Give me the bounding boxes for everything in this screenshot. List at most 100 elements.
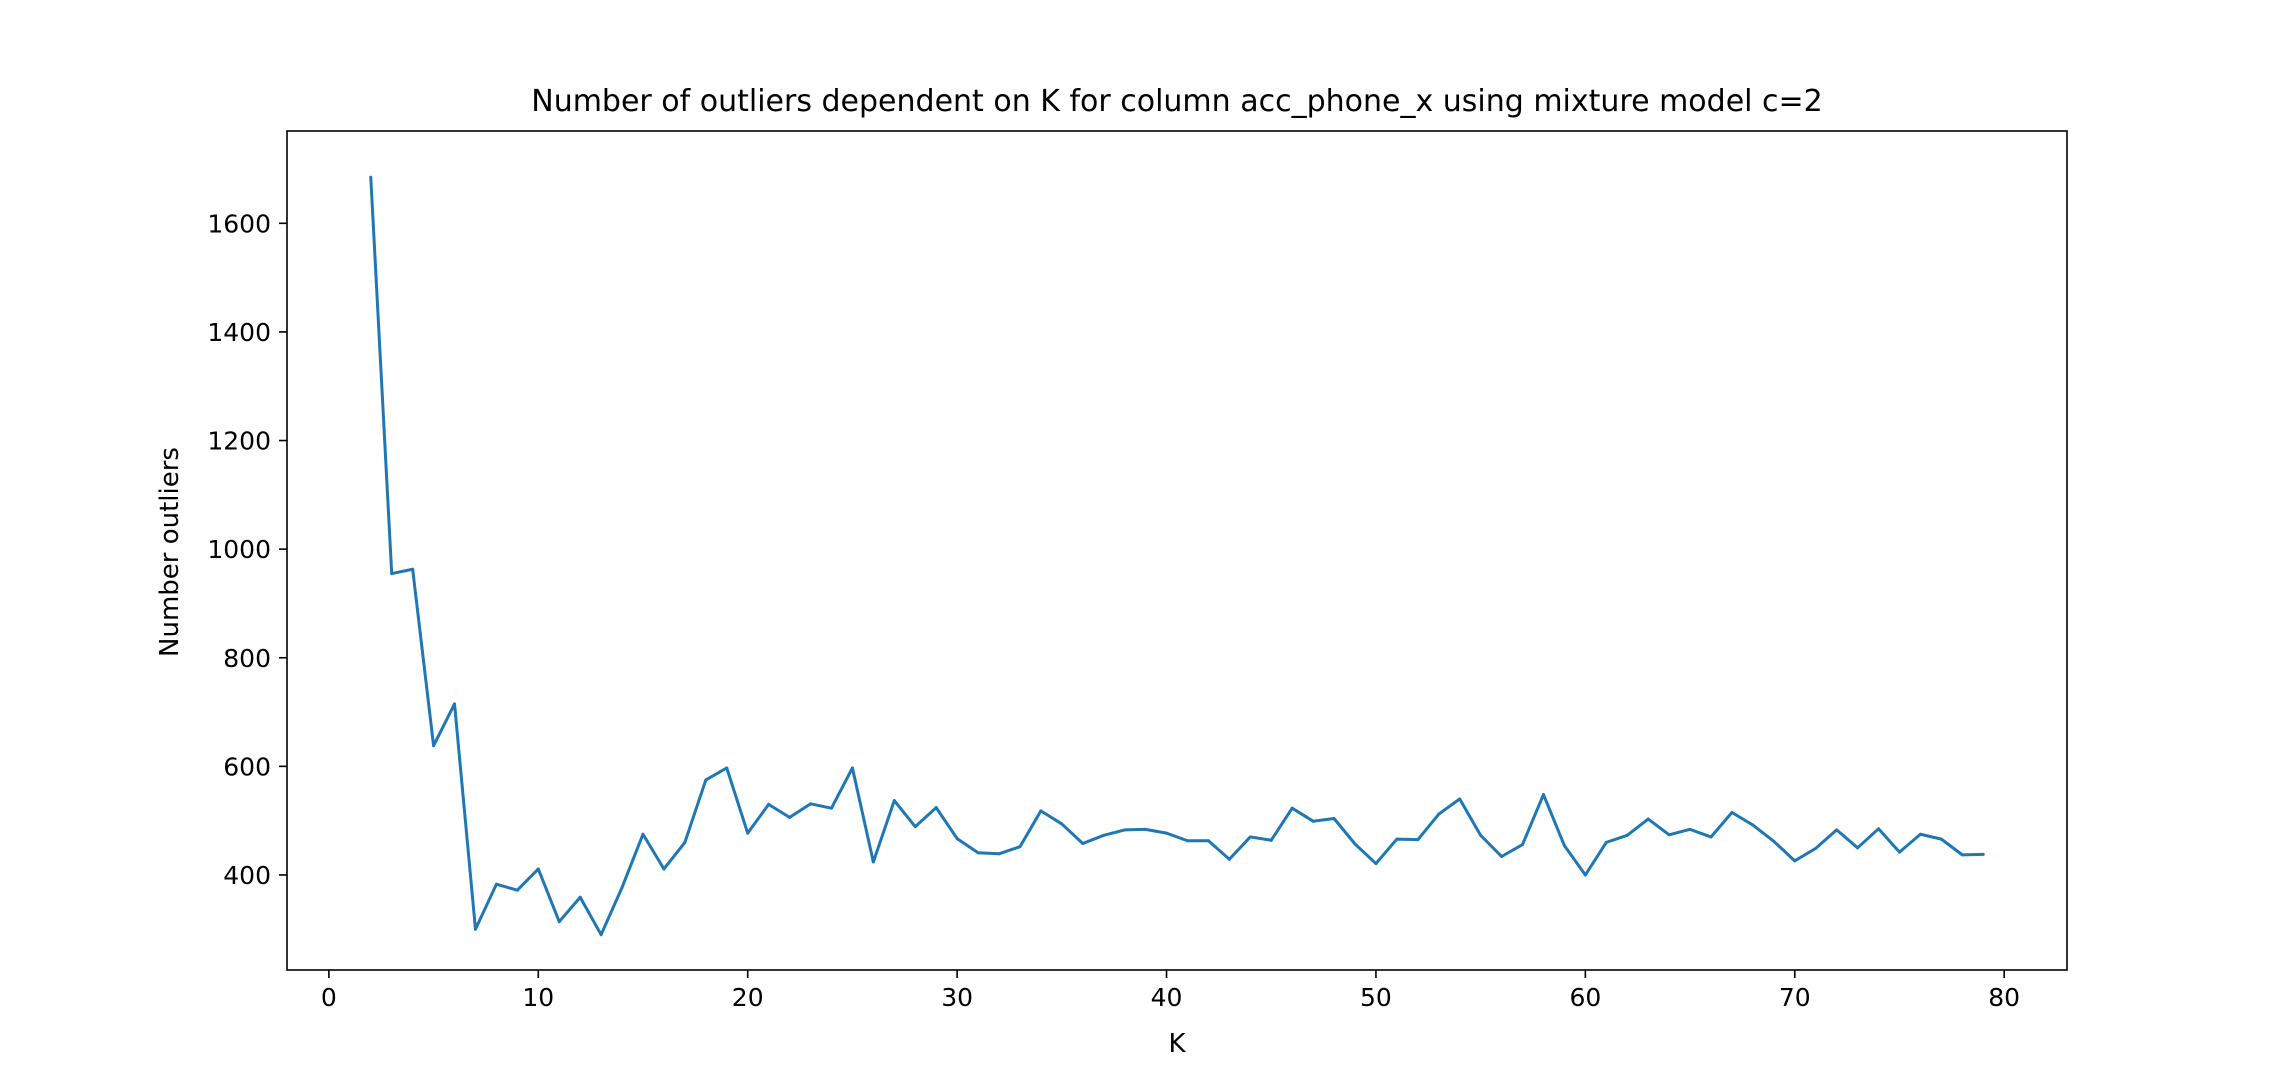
data-point [976,851,980,855]
series-points [369,175,1985,937]
data-point [1395,837,1399,841]
data-point [1374,862,1378,866]
data-point [1688,827,1692,831]
data-point [1018,845,1022,849]
data-point [871,860,875,864]
data-point [1081,841,1085,845]
y-tick-label: 1400 [207,318,271,347]
data-point [1772,839,1776,843]
data-point [788,815,792,819]
data-point [411,567,415,571]
data-point [1227,857,1231,861]
data-point [1960,853,1964,857]
data-point [746,831,750,835]
chart-title: Number of outliers dependent on K for co… [531,84,1823,119]
y-tick-label: 1200 [207,427,271,456]
plot-area-frame [286,130,2068,971]
data-point [892,799,896,803]
data-point [1730,811,1734,815]
data-point [1939,837,1943,841]
data-point [683,840,687,844]
y-axis-ticks: 400 600 800 1000 1200 1400 1600 [207,209,287,890]
x-tick-label: 0 [321,983,337,1012]
data-point [1248,835,1252,839]
x-tick-label: 50 [1360,983,1392,1012]
data-point [1269,838,1273,842]
data-point [1751,823,1755,827]
y-axis-label: Number outliers [155,447,185,657]
data-point [1521,843,1525,847]
data-point [725,766,729,770]
data-point [390,572,394,576]
y-tick-label: 1000 [207,535,271,564]
data-point [1123,828,1127,832]
data-point [955,837,959,841]
data-point [453,702,457,706]
data-point [1814,846,1818,850]
data-point [1877,827,1881,831]
data-point [1500,855,1504,859]
x-tick-label: 20 [732,983,764,1012]
data-point [1206,839,1210,843]
data-point [494,882,498,886]
data-point [1583,873,1587,877]
data-point [369,175,373,179]
data-point [829,806,833,810]
data-point [620,885,624,889]
data-point [536,867,540,871]
x-tick-label: 80 [1988,983,2020,1012]
data-point [1709,835,1713,839]
data-point [997,852,1001,856]
data-point [1897,850,1901,854]
data-point [1060,822,1064,826]
data-point [1185,839,1189,843]
data-point [1290,806,1294,810]
data-point [1039,809,1043,813]
series-line [369,177,1984,937]
data-point [1165,831,1169,835]
data-point [1856,846,1860,850]
data-point [1332,816,1336,820]
data-point [1437,812,1441,816]
y-tick-label: 800 [223,644,271,673]
data-point [704,778,708,782]
x-tick-label: 10 [522,983,554,1012]
data-point [809,802,813,806]
data-point [599,933,603,937]
data-point [1416,838,1420,842]
data-point [767,802,771,806]
y-tick-label: 400 [223,861,271,890]
data-point [1918,832,1922,836]
data-point [641,832,645,836]
data-point [1835,828,1839,832]
data-point [473,927,477,931]
y-tick-label: 600 [223,752,271,781]
x-axis-label: K [1168,1029,1186,1059]
data-point [1646,817,1650,821]
data-point [515,888,519,892]
x-tick-label: 70 [1779,983,1811,1012]
x-tick-label: 60 [1569,983,1601,1012]
data-point [578,895,582,899]
x-axis-ticks: 0 10 20 30 40 50 60 70 80 [321,970,2020,1012]
data-point [1625,833,1629,837]
data-point [1353,842,1357,846]
data-point [1562,844,1566,848]
data-point [934,806,938,810]
data-point [1144,827,1148,831]
data-point [850,766,854,770]
data-point [1793,859,1797,863]
y-tick-label: 1600 [207,209,271,238]
x-tick-label: 30 [941,983,973,1012]
data-point [1541,793,1545,797]
data-point [1667,833,1671,837]
data-point [662,867,666,871]
data-point [913,825,917,829]
data-point [557,920,561,924]
data-point [1311,819,1315,823]
data-point [1458,797,1462,801]
data-point [432,744,436,748]
x-tick-label: 40 [1151,983,1183,1012]
